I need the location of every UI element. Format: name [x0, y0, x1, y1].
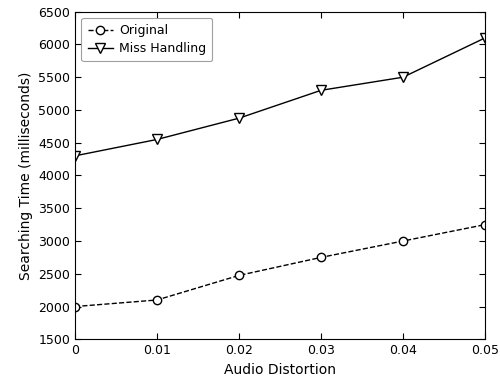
Original — [400, 239, 406, 243]
Miss Handling — [236, 116, 242, 121]
Line: Miss Handling: Miss Handling — [70, 33, 490, 161]
Original — [154, 298, 160, 302]
Original — [318, 255, 324, 260]
X-axis label: Audio Distortion: Audio Distortion — [224, 363, 336, 377]
Miss Handling — [154, 137, 160, 142]
Miss Handling — [482, 35, 488, 40]
Miss Handling — [318, 88, 324, 93]
Original — [72, 304, 78, 309]
Original — [236, 273, 242, 278]
Original — [482, 222, 488, 227]
Y-axis label: Searching Time (milliseconds): Searching Time (milliseconds) — [18, 71, 32, 280]
Miss Handling — [400, 75, 406, 80]
Line: Original: Original — [71, 220, 489, 311]
Legend: Original, Miss Handling: Original, Miss Handling — [81, 18, 212, 62]
Miss Handling — [72, 154, 78, 158]
